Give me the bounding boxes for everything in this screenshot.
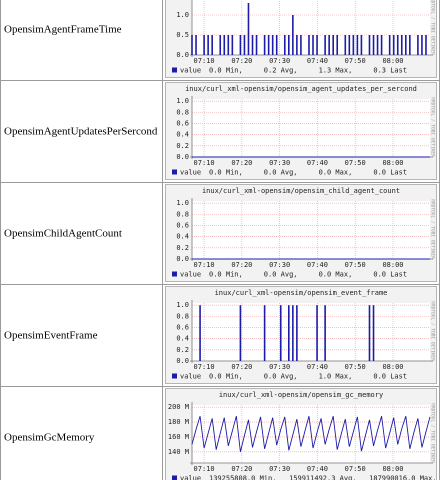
y-tick-label: 0.0 <box>176 255 189 263</box>
y-tick-label: 180 M <box>168 418 189 426</box>
y-tick-label: 1.0 <box>176 97 189 105</box>
x-tick-label: 08:00 <box>382 261 403 269</box>
y-tick-label: 0.8 <box>176 108 189 116</box>
series-line <box>191 416 431 452</box>
x-tick-label: 07:20 <box>231 57 252 65</box>
x-tick-label: 07:30 <box>269 159 290 167</box>
legend-name: value <box>180 475 201 480</box>
x-tick-label: 07:30 <box>269 261 290 269</box>
y-tick-label: 0.5 <box>176 31 189 39</box>
graph: 0.0 0.5 1.0 07:10 07:20 07:30 07:40 07:50 08:00 R… <box>165 0 437 78</box>
legend-swatch <box>172 475 177 480</box>
y-tick-label: 0.0 <box>176 51 189 59</box>
y-tick-label: 0.2 <box>176 142 189 150</box>
x-tick-label: 07:10 <box>194 57 215 65</box>
watermark: RRDTOOL / TOBI OETIKER <box>430 0 436 55</box>
y-tick-label: 0.8 <box>176 210 189 218</box>
row-label: OpensimGcMemory <box>4 432 95 444</box>
plot-area <box>192 303 430 361</box>
legend-stats: 0.0 Min, 0.0 Avg, 0.0 Max, 0.0 Last <box>209 271 407 279</box>
graph: inux/curl_xml-opensim/opensim_gc_memory 1… <box>165 388 441 480</box>
y-tick-label: 0.0 <box>176 153 189 161</box>
y-tick-label: 0.6 <box>176 324 189 332</box>
x-tick-label: 08:00 <box>382 159 403 167</box>
watermark: RRDTOOL / TOBI OETIKER <box>430 301 436 361</box>
x-tick-label: 07:20 <box>231 159 252 167</box>
graph-title: inux/curl_xml-opensim/opensim_agent_upda… <box>185 85 417 93</box>
x-tick-label: 07:30 <box>269 363 290 371</box>
legend-name: value <box>180 67 201 75</box>
graph-title: inux/curl_xml-opensim/opensim_gc_memory <box>219 391 383 399</box>
x-tick-label: 07:50 <box>345 57 366 65</box>
x-tick-label: 07:40 <box>307 465 328 473</box>
y-tick-label: 140 M <box>168 448 189 456</box>
row-label: OpensimAgentFrameTime <box>4 24 122 36</box>
y-tick-label: 1.0 <box>176 199 189 207</box>
y-tick-label: 0.4 <box>176 233 189 241</box>
x-tick-label: 07:10 <box>194 363 215 371</box>
y-tick-label: 0.4 <box>176 131 189 139</box>
watermark: RRDTOOL / TOBI OETIKER <box>430 97 436 157</box>
row-label: OpensimChildAgentCount <box>4 228 122 240</box>
y-tick-label: 1.0 <box>176 11 189 19</box>
legend-name: value <box>180 169 201 177</box>
x-tick-label: 07:10 <box>194 159 215 167</box>
y-tick-label: 0.0 <box>176 357 189 365</box>
x-tick-label: 07:50 <box>345 465 366 473</box>
y-tick-label: 0.8 <box>176 312 189 320</box>
graph: inux/curl_xml-opensim/opensim_event_fram… <box>165 286 437 384</box>
x-tick-label: 07:20 <box>231 261 252 269</box>
legend-swatch <box>172 271 177 277</box>
y-tick-label: 0.2 <box>176 244 189 252</box>
x-tick-label: 07:20 <box>231 465 252 473</box>
legend-swatch <box>172 169 177 175</box>
x-tick-label: 07:40 <box>307 261 328 269</box>
x-tick-label: 07:20 <box>231 363 252 371</box>
legend-stats: 139255808.0 Min, 159911492.3 Avg, 187990… <box>209 475 441 480</box>
x-tick-label: 07:50 <box>345 363 366 371</box>
legend-swatch <box>172 67 177 73</box>
y-tick-label: 0.2 <box>176 346 189 354</box>
x-tick-label: 07:30 <box>269 57 290 65</box>
watermark: RRDTOOL / TOBI OETIKER <box>430 199 436 259</box>
x-tick-label: 08:00 <box>382 57 403 65</box>
plot-area <box>192 201 430 259</box>
y-tick-label: 0.4 <box>176 335 189 343</box>
graph: inux/curl_xml-opensim/opensim_child_agen… <box>165 184 437 282</box>
legend-name: value <box>180 271 201 279</box>
x-tick-label: 08:00 <box>382 363 403 371</box>
x-tick-label: 07:40 <box>307 57 328 65</box>
legend-swatch <box>172 373 177 379</box>
graph: inux/curl_xml-opensim/opensim_agent_upda… <box>165 82 437 180</box>
x-tick-label: 07:10 <box>194 465 215 473</box>
legend-stats: 0.0 Min, 0.2 Avg, 1.3 Max, 0.3 Last <box>209 67 407 75</box>
x-tick-label: 07:40 <box>307 159 328 167</box>
x-tick-label: 07:10 <box>194 261 215 269</box>
legend-stats: 0.0 Min, 0.0 Avg, 0.0 Max, 0.0 Last <box>209 169 407 177</box>
watermark: RRDTOOL / TOBI OETIKER <box>430 403 436 463</box>
y-tick-label: 0.6 <box>176 120 189 128</box>
y-tick-label: 1.0 <box>176 301 189 309</box>
legend-name: value <box>180 373 201 381</box>
plot-area <box>192 99 430 157</box>
y-tick-label: 160 M <box>168 433 189 441</box>
graph-title: inux/curl_xml-opensim/opensim_event_fram… <box>215 289 388 297</box>
x-tick-label: 07:50 <box>345 261 366 269</box>
graph-title: inux/curl_xml-opensim/opensim_child_agen… <box>202 187 400 195</box>
y-tick-label: 200 M <box>168 403 189 411</box>
legend-stats: 0.0 Min, 0.0 Avg, 1.0 Max, 0.0 Last <box>209 373 407 381</box>
x-tick-label: 07:40 <box>307 363 328 371</box>
row-label: OpensimAgentUpdatesPerSercond <box>4 126 158 138</box>
x-tick-label: 07:30 <box>269 465 290 473</box>
row-label: OpensimEventFrame <box>4 330 98 342</box>
x-tick-label: 08:00 <box>382 465 403 473</box>
x-tick-label: 07:50 <box>345 159 366 167</box>
y-tick-label: 0.6 <box>176 222 189 230</box>
